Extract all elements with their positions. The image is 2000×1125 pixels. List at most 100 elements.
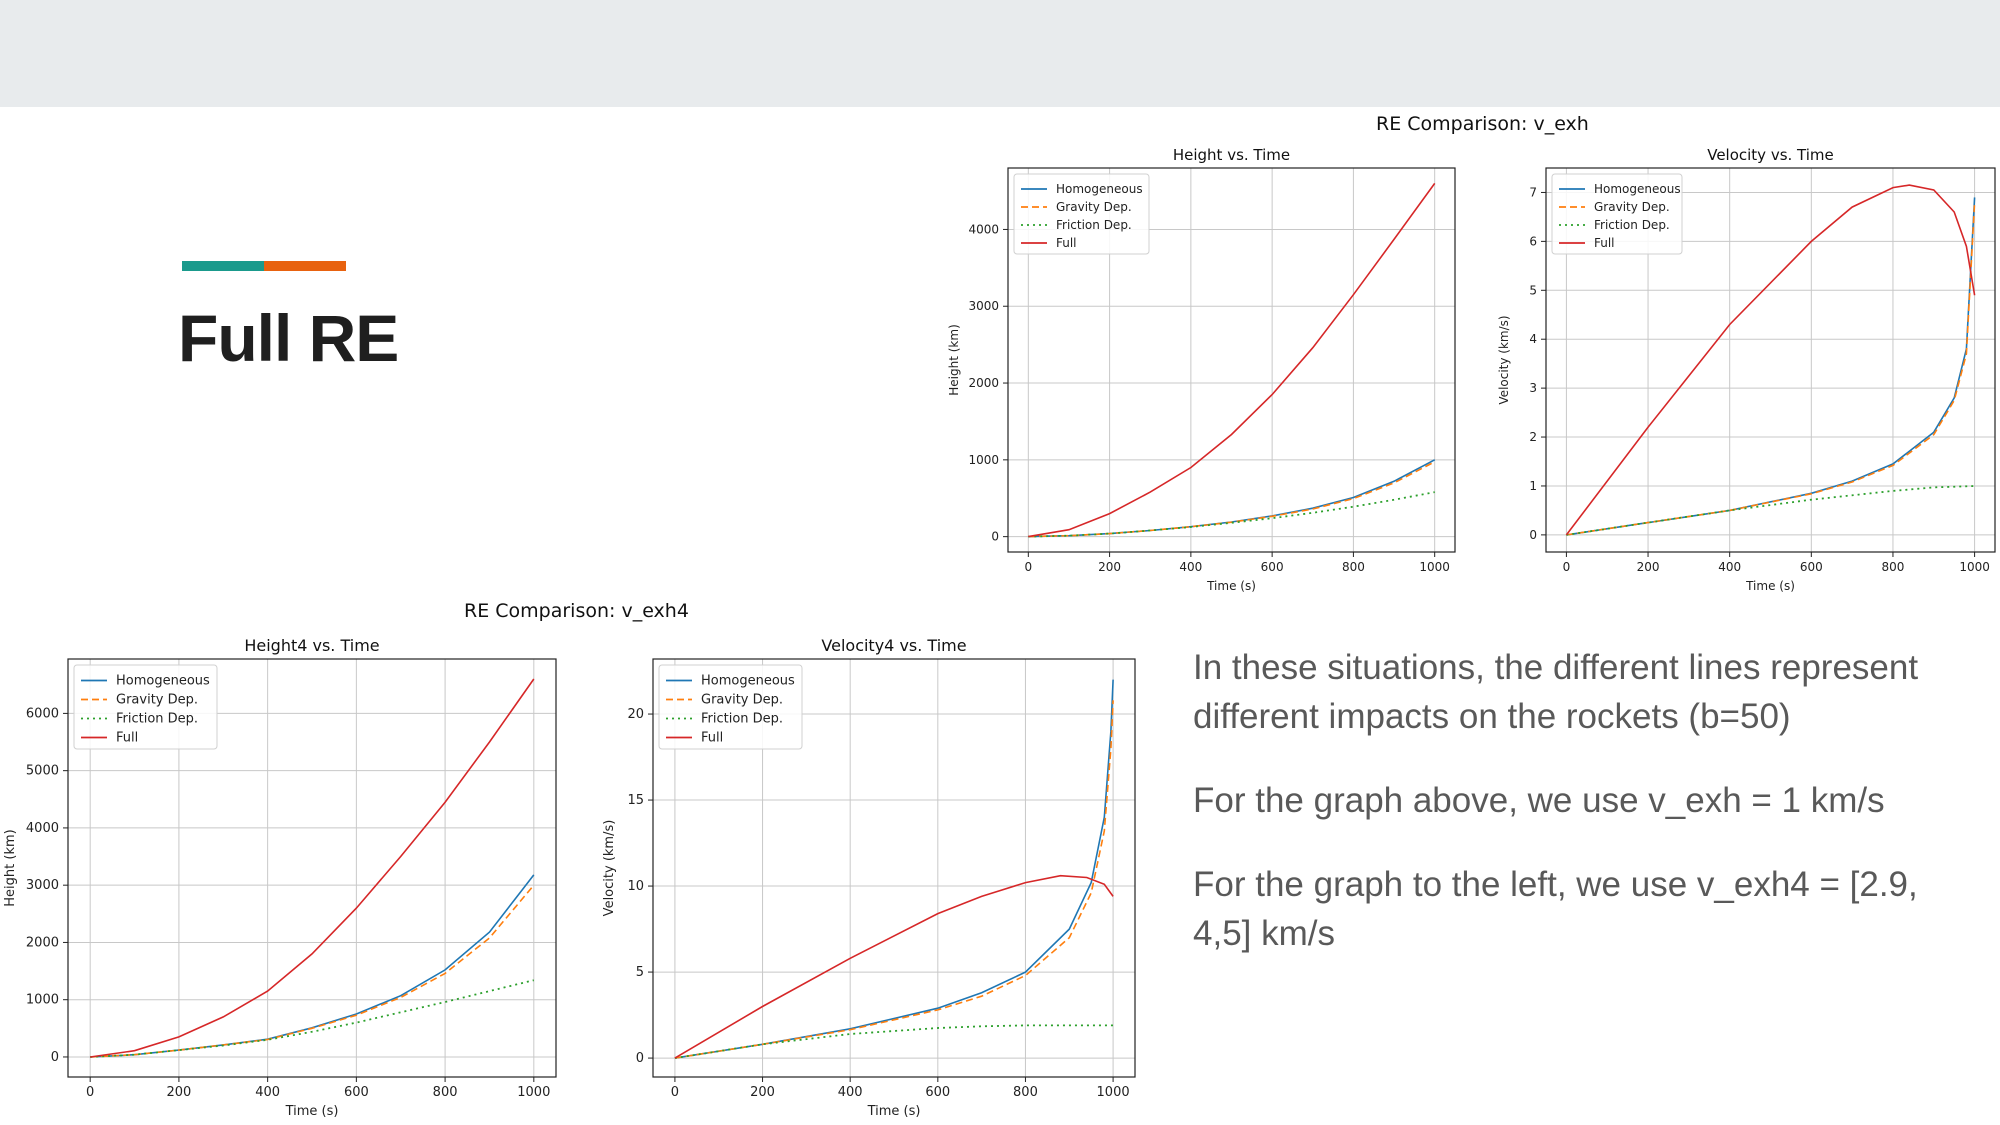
- y-tick-label: 5: [1529, 283, 1537, 297]
- plot-frame: [67, 658, 557, 1078]
- x-tick-label: 200: [1098, 560, 1121, 574]
- y-tick-label: 4: [1529, 332, 1537, 346]
- x-tick-label: 600: [925, 1085, 950, 1100]
- x-tick-label: 1000: [517, 1085, 550, 1100]
- y-tick-label: 15: [627, 793, 644, 808]
- bottom-figure-suptitle: RE Comparison: v_exh4: [464, 600, 689, 622]
- x-tick-label: 200: [166, 1085, 191, 1100]
- x-axis-label: Time (s): [1745, 579, 1795, 593]
- paragraph-graph-above: For the graph above, we use v_exh = 1 km…: [1193, 781, 1885, 820]
- legend-label: Friction Dep.: [116, 712, 198, 727]
- accent-teal: [182, 261, 264, 271]
- series-line-homogeneous: [1028, 459, 1436, 538]
- y-tick-label: 0: [636, 1051, 644, 1066]
- y-tick-label: 2: [1529, 430, 1537, 444]
- chart-height-vs-time: Height vs. Time 0 200 400 600 800 1000 0 1000 200…: [947, 146, 1456, 593]
- x-tick-label: 400: [1718, 560, 1741, 574]
- legend-box: [1013, 173, 1150, 255]
- chart-velocity-vs-time: Velocity vs. Time 0 200 400 600 800 1000 0 1 2 3 4 5…: [1497, 146, 1996, 593]
- legend-label: Gravity Dep.: [1056, 200, 1132, 214]
- legend-label: Homogeneous: [701, 674, 795, 689]
- legend-box: [1551, 173, 1683, 255]
- x-tick-label: 400: [1179, 560, 1202, 574]
- y-tick-label: 5000: [26, 764, 59, 779]
- series-line-friction-dep: [1028, 491, 1435, 538]
- chart-title: Velocity4 vs. Time: [821, 636, 966, 655]
- paragraph-situations: In these situations, the different lines…: [1193, 648, 1919, 736]
- accent-orange: [264, 261, 346, 271]
- legend-label: Gravity Dep.: [116, 693, 198, 708]
- legend-box: [658, 664, 803, 750]
- y-tick-label: 0: [51, 1050, 59, 1065]
- y-tick-label: 1000: [968, 453, 999, 467]
- legend-label: Friction Dep.: [701, 712, 783, 727]
- legend-label: Full: [116, 731, 138, 746]
- chart-title: Height vs. Time: [1173, 146, 1290, 164]
- legend-label: Homogeneous: [1056, 182, 1143, 196]
- legend-label: Full: [701, 731, 723, 746]
- x-tick-label: 800: [433, 1085, 458, 1100]
- series-line-friction-dep: [674, 1024, 1114, 1059]
- legend-label: Friction Dep.: [1056, 218, 1132, 232]
- series-line-gravity-dep: [90, 884, 535, 1058]
- chart-title: Height4 vs. Time: [244, 636, 379, 655]
- y-tick-label: 3: [1529, 381, 1537, 395]
- x-axis-label: Time (s): [867, 1104, 921, 1119]
- y-tick-label: 4000: [26, 821, 59, 836]
- x-tick-label: 600: [1261, 560, 1284, 574]
- x-tick-label: 0: [671, 1085, 679, 1100]
- x-axis-label: Time (s): [1206, 579, 1256, 593]
- top-figure-suptitle: RE Comparison: v_exh: [1376, 113, 1589, 135]
- y-tick-label: 3000: [26, 878, 59, 893]
- x-tick-label: 1000: [1419, 560, 1450, 574]
- plot-frame: [1007, 167, 1456, 553]
- y-axis-label: Height (km): [947, 324, 961, 395]
- slide-body-text: In these situations, the different lines…: [1193, 643, 1983, 993]
- x-tick-label: 1000: [1959, 560, 1990, 574]
- series-line-gravity-dep: [1028, 461, 1436, 538]
- chart-title: Velocity vs. Time: [1707, 146, 1834, 164]
- legend-label: Gravity Dep.: [701, 693, 783, 708]
- y-tick-label: 3000: [968, 299, 999, 313]
- y-axis-label: Velocity (km/s): [602, 820, 617, 917]
- plot-frame: [1545, 167, 1996, 553]
- x-tick-label: 600: [344, 1085, 369, 1100]
- x-tick-label: 0: [86, 1085, 94, 1100]
- y-tick-label: 5: [636, 965, 644, 980]
- x-tick-label: 400: [255, 1085, 280, 1100]
- x-tick-label: 800: [1013, 1085, 1038, 1100]
- series-line-homogeneous: [90, 874, 535, 1058]
- series-line-gravity-dep: [674, 700, 1114, 1059]
- series-line-full: [1028, 182, 1436, 538]
- x-tick-label: 200: [750, 1085, 775, 1100]
- series-line-friction-dep: [1566, 485, 1975, 536]
- y-tick-label: 20: [627, 707, 644, 722]
- paragraph-graph-left: For the graph to the left, we use v_exh4…: [1193, 865, 1918, 953]
- y-tick-label: 4000: [968, 222, 999, 236]
- legend-label: Gravity Dep.: [1594, 200, 1670, 214]
- y-axis-label: Height (km): [3, 829, 18, 906]
- y-tick-label: 10: [627, 879, 644, 894]
- y-tick-label: 7: [1529, 185, 1537, 199]
- series-line-full: [674, 874, 1114, 1059]
- y-tick-label: 2000: [968, 376, 999, 390]
- y-tick-label: 1: [1529, 479, 1537, 493]
- x-tick-label: 0: [1563, 560, 1571, 574]
- legend-label: Friction Dep.: [1594, 218, 1670, 232]
- top-bar: [0, 0, 2000, 107]
- y-axis-label: Velocity (km/s): [1497, 315, 1511, 404]
- series-line-full: [1565, 184, 1976, 536]
- legend-label: Homogeneous: [1594, 182, 1681, 196]
- legend-label: Full: [1594, 236, 1615, 250]
- x-tick-label: 600: [1800, 560, 1823, 574]
- y-tick-label: 6000: [26, 706, 59, 721]
- legend-box: [73, 664, 218, 750]
- y-tick-label: 1000: [26, 993, 59, 1008]
- x-tick-label: 800: [1882, 560, 1905, 574]
- plot-frame: [652, 658, 1136, 1078]
- x-tick-label: 0: [1024, 560, 1032, 574]
- x-axis-label: Time (s): [285, 1104, 339, 1119]
- x-tick-label: 400: [838, 1085, 863, 1100]
- legend-label: Full: [1056, 236, 1077, 250]
- y-tick-label: 6: [1529, 234, 1537, 248]
